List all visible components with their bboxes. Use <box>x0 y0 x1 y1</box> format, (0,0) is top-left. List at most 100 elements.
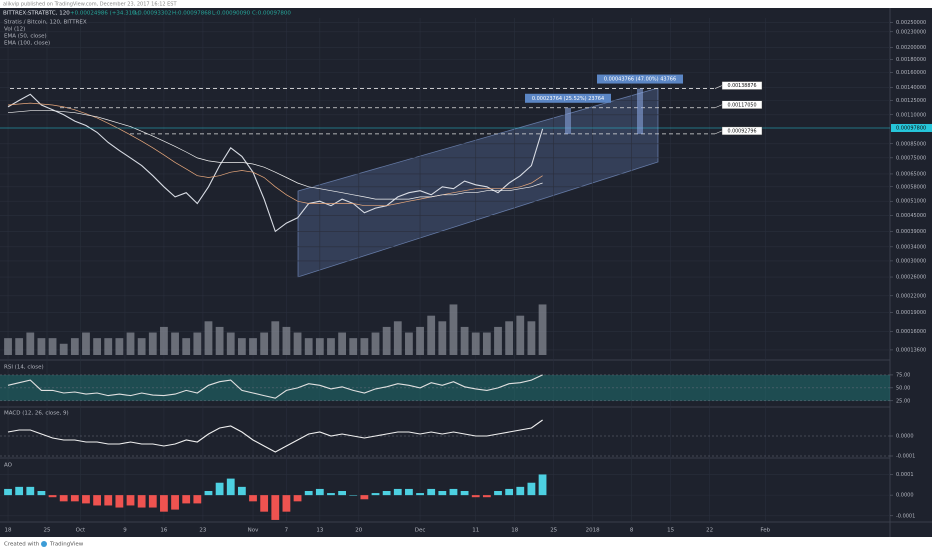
y-tick-label: 0.00200000 <box>896 45 926 51</box>
legend-entry: EMA (100, close) <box>4 41 50 47</box>
bar <box>115 495 124 508</box>
volume-bar <box>4 338 12 355</box>
symbol: BITTREX:STRATBTC, 120 <box>3 11 70 17</box>
volume-bar <box>471 332 480 355</box>
y-tick-label: 0.00110000 <box>896 112 926 118</box>
y-tick-label: 0.0001 <box>896 472 914 478</box>
bar <box>171 495 179 510</box>
bar <box>148 495 157 508</box>
y-tick-label: 0.00039000 <box>896 229 926 235</box>
level-connector <box>714 130 723 135</box>
bar <box>226 478 235 496</box>
bar <box>215 482 224 496</box>
x-tick-label: Nov <box>248 528 259 534</box>
x-tick-label: Oct <box>76 528 86 534</box>
footer-brand: TradingView <box>49 542 84 548</box>
x-tick-label: 9 <box>123 528 127 534</box>
high: H:0.00097868 <box>172 11 212 17</box>
y-tick-label: 75.00 <box>896 372 910 378</box>
bar <box>427 488 436 496</box>
logo <box>41 541 47 547</box>
bar <box>393 488 402 496</box>
y-tick-label: -0.0001 <box>896 513 915 519</box>
bar <box>160 495 168 512</box>
bar <box>48 495 57 498</box>
close: C:0.00097800 <box>252 11 291 17</box>
y-tick-label: 0.00013600 <box>896 347 926 353</box>
volume-bar <box>204 321 213 355</box>
measure-bar <box>565 107 571 134</box>
y-tick-label: 0.00085000 <box>896 141 926 147</box>
level-label: 0.00138876 <box>728 83 757 89</box>
last-price-label: 0.00097800 <box>896 125 926 131</box>
y-tick-label: 0.00180000 <box>896 57 926 63</box>
x-tick-label: 16 <box>160 528 167 534</box>
bar <box>482 495 491 498</box>
level-connector <box>714 104 723 109</box>
measure-box <box>525 93 611 103</box>
x-tick-label: 8 <box>630 528 634 534</box>
series-line <box>7 419 543 453</box>
volume-bar <box>393 321 402 355</box>
volume-bar <box>160 326 168 355</box>
series-line <box>7 102 543 207</box>
bar <box>349 495 358 496</box>
volume-bar <box>148 332 157 355</box>
bar <box>15 486 24 496</box>
legend-entry: Stratis / Bitcoin, 120, BITTREX <box>4 20 87 26</box>
level-label: 0.00092796 <box>728 128 757 134</box>
bar <box>37 491 46 496</box>
y-tick-label: 0.00250000 <box>896 20 926 26</box>
volume-bar <box>70 338 79 355</box>
volume-bar <box>293 332 302 355</box>
y-tick-label: 50.00 <box>896 385 910 391</box>
volume-bar <box>327 338 335 355</box>
x-tick-label: 25 <box>550 528 557 534</box>
bar <box>126 495 135 506</box>
volume-bar <box>371 332 380 355</box>
open: O:0.00093302 <box>132 11 171 17</box>
panel-title: MACD (12, 26, close, 9) <box>4 411 69 417</box>
bar <box>416 493 424 496</box>
series-line <box>7 110 543 200</box>
volume-bar <box>338 332 346 355</box>
measure-box <box>597 74 683 84</box>
x-tick-label: 20 <box>355 528 362 534</box>
volume-bar <box>315 338 324 355</box>
x-tick-label: 11 <box>472 528 479 534</box>
volume-bar <box>416 326 424 355</box>
volume-bar <box>15 338 24 355</box>
bar <box>182 495 191 504</box>
x-tick-label: 13 <box>316 528 323 534</box>
bar <box>70 495 79 502</box>
bar <box>449 488 458 496</box>
volume-bar <box>193 332 202 355</box>
volume-bar <box>449 304 458 355</box>
bar <box>494 491 502 496</box>
y-tick-label: 0.00022000 <box>896 293 926 299</box>
volume-bar <box>460 326 469 355</box>
y-tick-label: 0.00045000 <box>896 213 926 219</box>
y-tick-label: 0.0000 <box>896 434 914 440</box>
volume-bar <box>427 315 436 355</box>
y-tick-label: 0.00058000 <box>896 184 926 190</box>
bar <box>360 495 369 500</box>
bar <box>538 474 547 496</box>
measure-label: 0.00023764 (25.52%) 23764 <box>532 96 604 102</box>
volume-bar <box>115 338 124 355</box>
level-label: 0.00117050 <box>728 102 757 108</box>
bar <box>104 495 113 506</box>
x-tick-label: 7 <box>285 528 289 534</box>
bar <box>405 488 413 496</box>
bar <box>516 486 525 496</box>
channel <box>297 87 659 278</box>
bar <box>315 488 324 496</box>
volume-bar <box>82 332 90 355</box>
y-tick-label: 25.00 <box>896 398 910 404</box>
x-tick-label: 18 <box>5 528 12 534</box>
volume-bar <box>126 332 135 355</box>
low: L:0.00090090 <box>212 11 251 17</box>
y-tick-label: 0.00019000 <box>896 310 926 316</box>
volume-bar <box>271 321 280 355</box>
last-price-box <box>891 123 932 132</box>
